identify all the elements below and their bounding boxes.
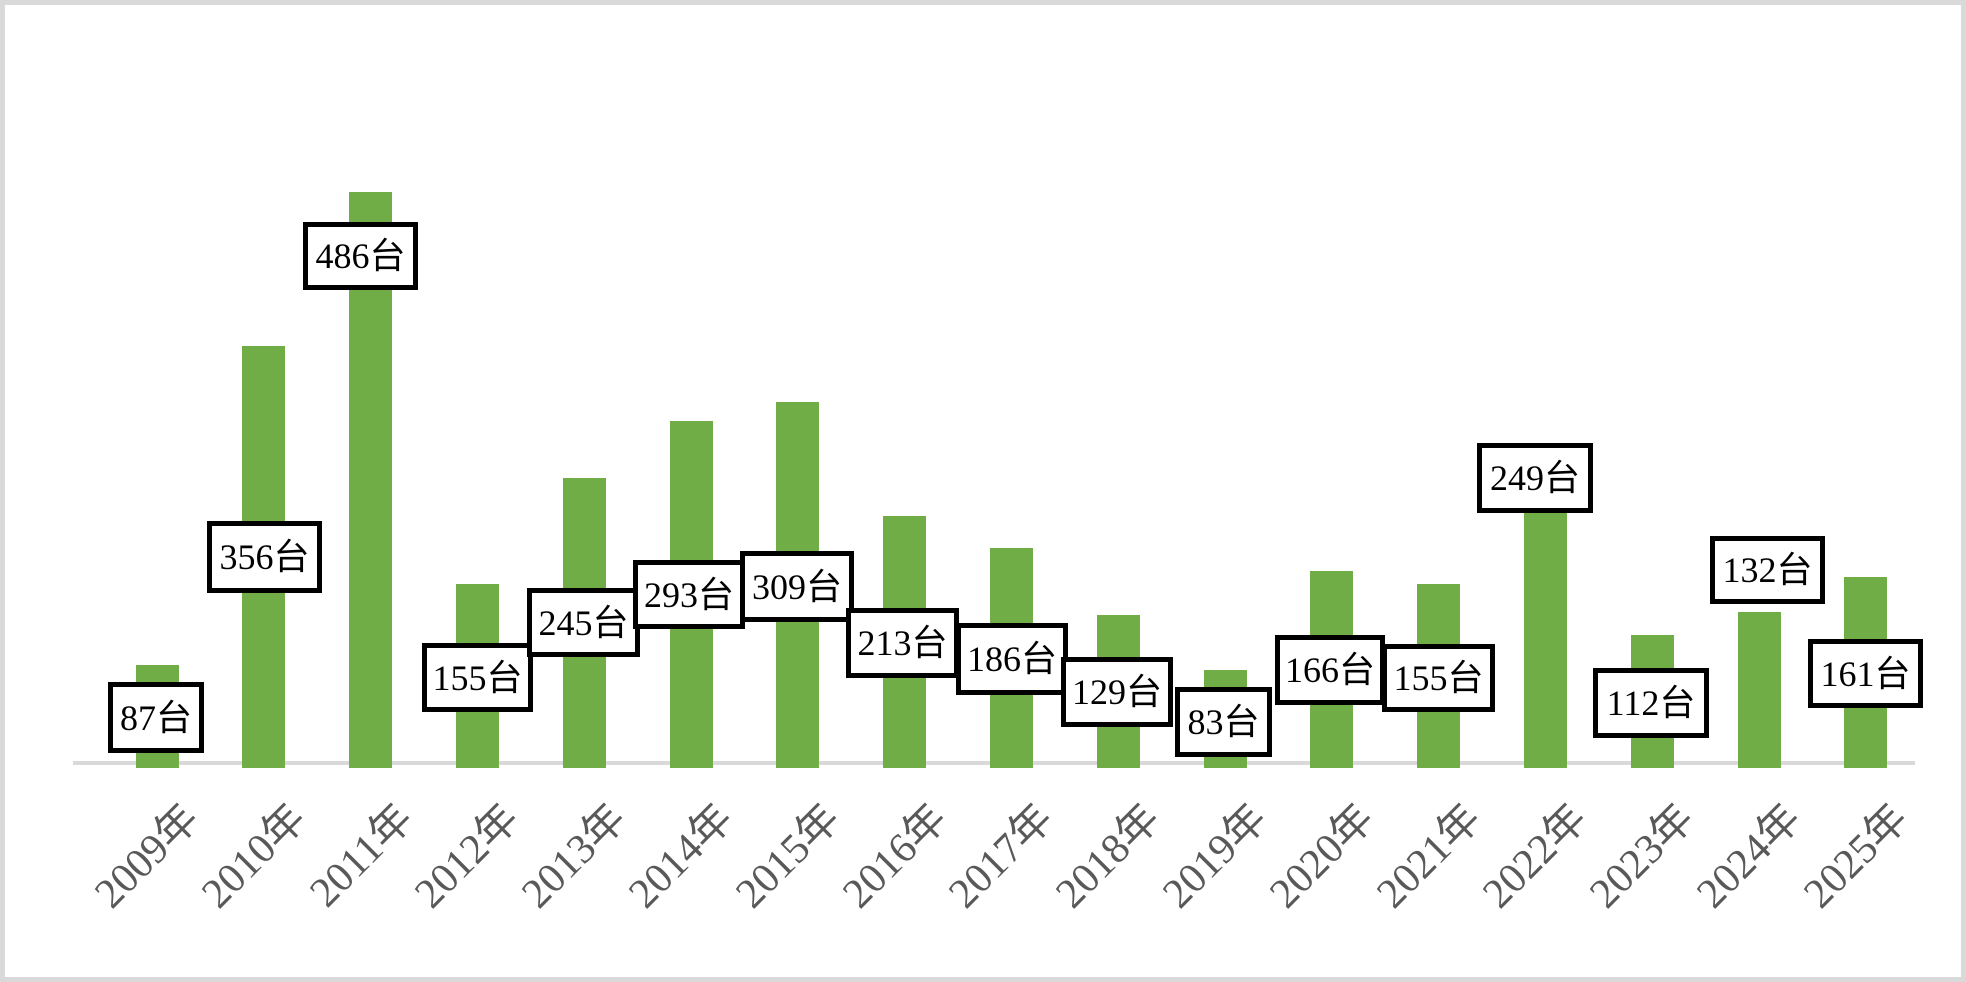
bar-2024: [1737, 612, 1781, 768]
data-label-2018: 129台: [1061, 657, 1173, 727]
data-label-2010: 356台: [207, 521, 322, 593]
bar-2022: [1523, 473, 1567, 768]
data-label-2013: 245台: [527, 588, 640, 657]
data-label-2014: 293台: [633, 560, 745, 629]
data-label-2023: 112台: [1593, 668, 1709, 738]
data-label-2020: 166台: [1275, 635, 1385, 705]
data-label-2012: 155台: [422, 643, 533, 712]
data-label-2015: 309台: [740, 551, 854, 622]
data-label-2025: 161台: [1808, 639, 1923, 708]
data-label-2019: 83台: [1175, 687, 1272, 757]
data-label-2024: 132台: [1710, 536, 1825, 604]
data-label-2017: 186台: [956, 623, 1068, 695]
data-label-2022: 249台: [1477, 443, 1593, 513]
data-label-2011: 486台: [303, 222, 418, 290]
data-label-2009: 87台: [108, 682, 204, 753]
data-label-2016: 213台: [846, 608, 959, 678]
data-label-2021: 155台: [1382, 644, 1495, 712]
plot-area: 87台 356台 486台 155台 245台 293台 309台 213台 186台 129台 8…: [5, 5, 1961, 977]
